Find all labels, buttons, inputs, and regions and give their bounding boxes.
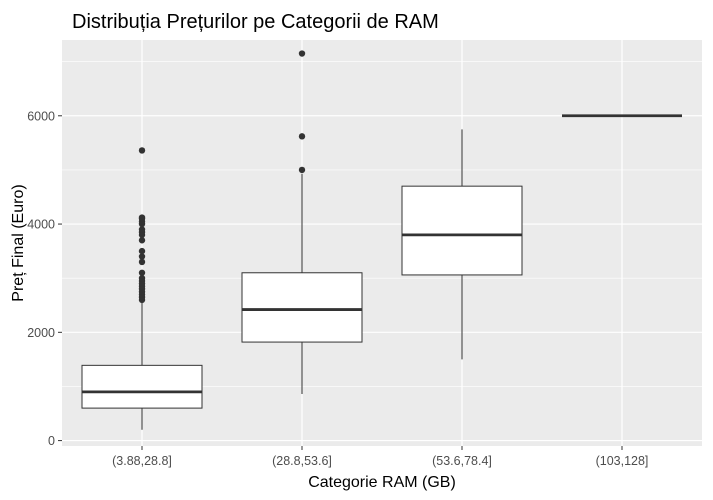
outlier-point (138, 226, 146, 233)
chart-title: Distribuția Prețurilor pe Categorii de R… (72, 11, 439, 33)
box-group (241, 50, 363, 395)
boxes-layer (81, 50, 682, 430)
outlier-point (138, 274, 146, 282)
outlier-point (298, 133, 306, 140)
box-iqr (81, 364, 203, 409)
outlier-point (298, 50, 306, 57)
x-tick-label: (3.88,28.8] (112, 454, 172, 468)
box-iqr (241, 272, 363, 343)
outlier-point (138, 269, 146, 276)
outlier-point (138, 237, 146, 244)
x-tick-label: (28.8,53.6] (272, 454, 332, 468)
outlier-point (138, 258, 146, 266)
box-group (401, 129, 523, 360)
y-tick-label: 4000 (27, 218, 55, 232)
box-group (81, 147, 203, 430)
x-axis-title: Categorie RAM (GB) (308, 474, 456, 491)
x-tick-label: (53.6,78.4] (432, 454, 492, 468)
outlier-point (138, 214, 146, 221)
outlier-point (138, 253, 146, 260)
outlier-point (138, 147, 146, 154)
y-tick-label: 2000 (27, 326, 55, 340)
y-axis-title: Preț Final (Euro) (10, 184, 27, 301)
y-tick-label: 0 (48, 434, 55, 448)
y-tick-label: 6000 (27, 109, 55, 123)
outlier-point (298, 166, 306, 174)
x-tick-label: (103,128] (596, 454, 649, 468)
box-iqr (401, 185, 523, 276)
y-axis-ticks: 0 2000 4000 6000 (27, 109, 62, 448)
outlier-point (138, 247, 146, 255)
x-axis-ticks: (3.88,28.8] (28.8,53.6] (53.6,78.4] (103,12… (112, 446, 648, 468)
